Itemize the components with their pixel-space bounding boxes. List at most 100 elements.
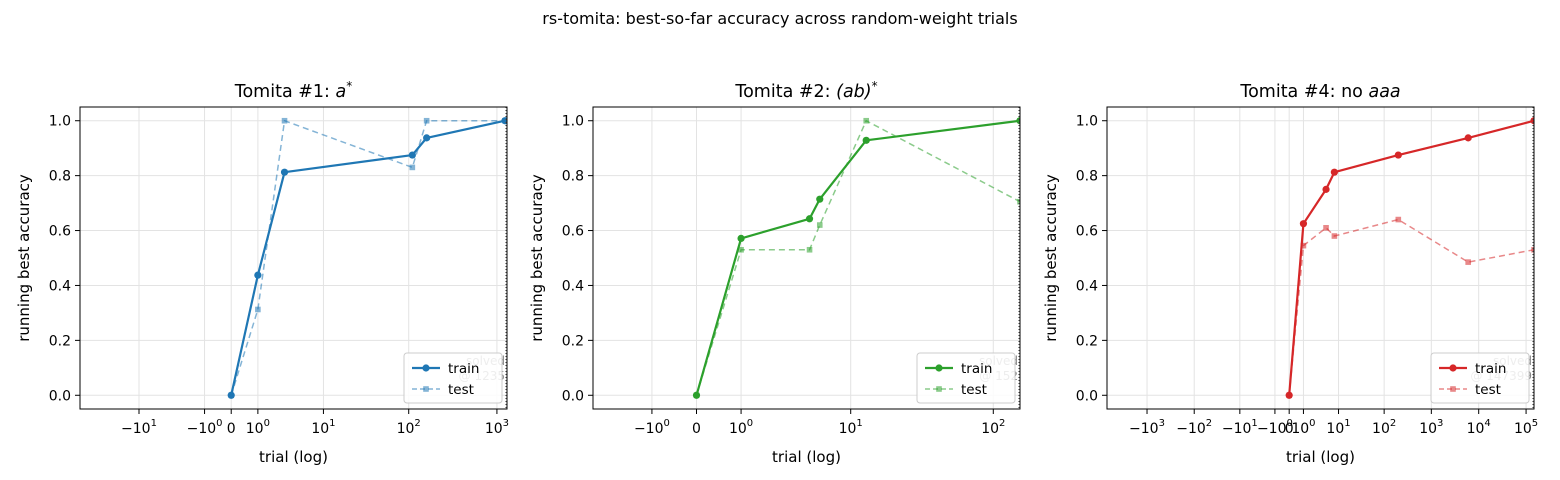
legend-label-train: train <box>448 361 479 377</box>
x-tick-label: −101 <box>1222 418 1258 437</box>
x-tick-label: 102 <box>981 418 1005 437</box>
legend: train test <box>916 352 1016 404</box>
data-point-train <box>1299 220 1308 228</box>
x-tick-label: −100 <box>1257 418 1293 437</box>
x-axis-label: trial (log) <box>259 448 328 466</box>
legend-label-train: train <box>961 361 992 377</box>
data-point-test <box>1465 259 1471 265</box>
x-tick-label: 0 <box>1285 421 1294 437</box>
y-axis-label: running best accuracy <box>15 174 33 342</box>
y-tick-label: 0.0 <box>562 388 584 404</box>
data-point-test <box>1300 242 1307 249</box>
figure-title: rs-tomita: best-so-far accuracy across r… <box>542 9 1017 28</box>
x-tick-label: 103 <box>1419 418 1443 437</box>
data-point-train <box>816 195 824 203</box>
chart-title: Tomita #2: (ab)* <box>734 79 877 102</box>
data-point-train <box>737 234 745 242</box>
chart-title: Tomita #1: a* <box>234 79 352 102</box>
plot-area <box>1285 117 1534 399</box>
legend-label-test: test <box>448 382 474 398</box>
axes-frame <box>1106 106 1535 410</box>
legend-marker-train <box>422 364 430 372</box>
chart-panel-2: −10001001011020.00.20.40.60.81.0solved@ … <box>528 79 1021 466</box>
y-axis-label: running best accuracy <box>528 174 546 342</box>
y-tick-label: 0.2 <box>1076 333 1098 349</box>
y-tick-label: 0.0 <box>1076 388 1098 404</box>
y-tick-label: 0.2 <box>49 333 71 349</box>
legend-label-test: test <box>961 382 987 398</box>
plot-area <box>227 117 507 399</box>
series-line-train <box>230 119 506 396</box>
x-tick-label: 102 <box>1372 418 1396 437</box>
legend-marker-train <box>935 364 943 372</box>
legend-label-test: test <box>1475 382 1501 398</box>
axes-frame <box>592 106 1021 410</box>
y-tick-label: 0.6 <box>1076 224 1098 240</box>
x-tick-label: −100 <box>187 418 223 437</box>
x-tick-label: 100 <box>246 418 270 437</box>
data-point-test <box>1395 216 1402 223</box>
series-line-train <box>695 119 1020 396</box>
y-tick-label: 0.8 <box>562 169 584 185</box>
y-tick-label: 0.0 <box>49 388 71 404</box>
data-point-test <box>228 392 235 399</box>
x-tick-label: 101 <box>311 418 335 437</box>
data-point-train <box>280 168 289 176</box>
legend-label-train: train <box>1475 361 1506 377</box>
data-point-test <box>1331 233 1338 239</box>
y-tick-label: 0.2 <box>562 333 584 349</box>
data-point-test <box>1286 392 1292 399</box>
x-tick-label: 100 <box>1291 418 1315 437</box>
x-tick-label: 0 <box>227 421 236 437</box>
y-tick-label: 1.0 <box>562 114 584 130</box>
data-point-train <box>1464 134 1472 142</box>
data-point-test <box>693 392 700 399</box>
legend: train test <box>1430 352 1530 404</box>
y-tick-label: 0.4 <box>562 278 584 294</box>
data-point-test <box>502 117 507 124</box>
data-point-train <box>423 134 431 142</box>
data-point-test <box>1323 225 1329 231</box>
legend: train test <box>403 352 503 404</box>
y-tick-label: 0.8 <box>49 169 71 185</box>
x-tick-label: −100 <box>634 418 670 437</box>
data-point-train <box>1394 151 1402 159</box>
data-point-test <box>423 117 430 124</box>
x-tick-label: 100 <box>729 418 753 437</box>
chart-panel-1: −101−10001001011021030.00.20.40.60.81.0s… <box>15 79 509 466</box>
y-tick-label: 0.4 <box>1076 278 1098 294</box>
data-point-test <box>863 117 870 124</box>
data-point-train <box>254 271 262 279</box>
x-tick-label: 101 <box>1326 418 1350 437</box>
y-axis-label: running best accuracy <box>1042 174 1060 342</box>
x-tick-label: 0 <box>692 421 701 437</box>
x-axis-label: trial (log) <box>1286 448 1355 466</box>
y-tick-label: 1.0 <box>1076 114 1098 130</box>
x-tick-label: 102 <box>397 418 421 437</box>
data-point-test <box>1531 246 1534 253</box>
series-line-test <box>695 119 1020 396</box>
legend-marker-train <box>1449 364 1457 372</box>
legend-marker-test <box>936 386 942 392</box>
data-point-train <box>805 215 814 223</box>
data-point-train <box>1322 185 1330 193</box>
chart-title: Tomita #4: no aaa <box>1239 82 1400 102</box>
y-tick-label: 0.8 <box>1076 169 1098 185</box>
x-tick-label: −103 <box>1129 418 1165 437</box>
data-point-test <box>806 246 813 253</box>
data-point-test <box>816 222 823 228</box>
legend-marker-test <box>1450 386 1456 392</box>
x-axis-label: trial (log) <box>772 448 841 466</box>
data-point-train <box>1330 168 1338 176</box>
x-tick-label: 105 <box>1514 418 1538 437</box>
data-point-test <box>1017 198 1020 205</box>
plot-area <box>692 117 1020 399</box>
data-point-train <box>408 151 416 159</box>
x-tick-label: 104 <box>1467 418 1491 437</box>
data-point-test <box>409 164 416 171</box>
y-tick-label: 0.6 <box>49 224 71 240</box>
data-point-test <box>255 306 261 313</box>
y-tick-label: 1.0 <box>49 114 71 130</box>
